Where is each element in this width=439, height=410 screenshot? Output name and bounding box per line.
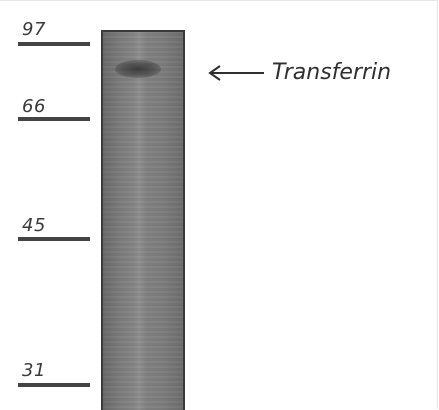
- marker-line-97: [18, 42, 90, 46]
- marker-line-45: [18, 237, 90, 241]
- transferrin-band: [115, 60, 161, 78]
- marker-label-66: 66: [22, 96, 46, 117]
- gel-lane: [101, 30, 185, 410]
- band-annotation: Transferrin: [208, 58, 391, 88]
- marker-line-66: [18, 117, 90, 121]
- left-arrow-icon: [208, 63, 266, 83]
- marker-label-45: 45: [22, 215, 46, 236]
- lane-texture: [103, 32, 183, 410]
- marker-line-31: [18, 383, 90, 387]
- marker-label-97: 97: [22, 19, 46, 40]
- marker-label-31: 31: [22, 360, 46, 381]
- band-label-text: Transferrin: [272, 60, 392, 85]
